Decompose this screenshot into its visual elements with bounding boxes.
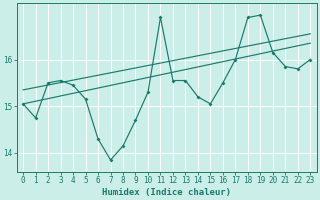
- X-axis label: Humidex (Indice chaleur): Humidex (Indice chaleur): [102, 188, 231, 197]
